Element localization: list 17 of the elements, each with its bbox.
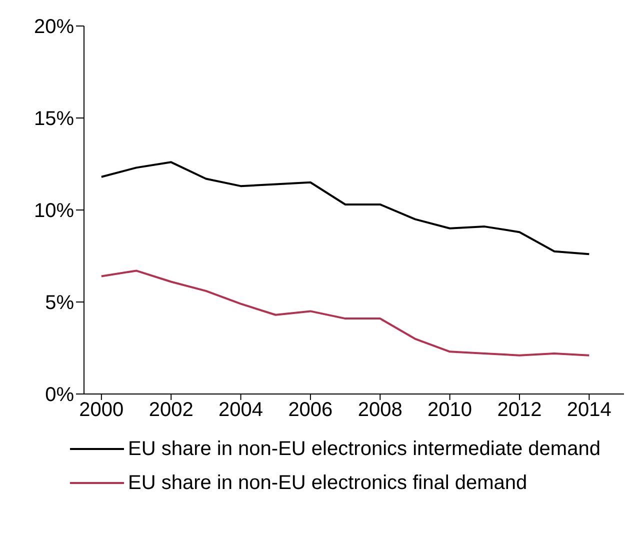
x-tick-label: 2002 bbox=[148, 399, 194, 422]
y-tick-label: 20% bbox=[34, 16, 74, 38]
x-tick-label: 2010 bbox=[428, 399, 472, 422]
y-tick-label: 0% bbox=[45, 384, 74, 406]
x-tick-label: 2012 bbox=[497, 399, 542, 422]
x-tick-label: 2014 bbox=[566, 399, 612, 422]
y-tick-label: 5% bbox=[45, 292, 74, 314]
x-tick-label: 2004 bbox=[218, 399, 264, 422]
legend-label: EU share in non-EU electronics intermediate demand bbox=[128, 437, 600, 462]
x-tick-label: 2008 bbox=[358, 399, 402, 422]
x-tick-label: 2006 bbox=[288, 399, 333, 422]
x-tick-label: 2000 bbox=[79, 399, 124, 422]
y-tick-label: 15% bbox=[34, 108, 74, 130]
legend-label: EU share in non-EU electronics final demand bbox=[128, 471, 528, 496]
line-series bbox=[100, 270, 590, 356]
y-tick-label: 10% bbox=[34, 200, 74, 222]
line-series bbox=[100, 161, 590, 256]
